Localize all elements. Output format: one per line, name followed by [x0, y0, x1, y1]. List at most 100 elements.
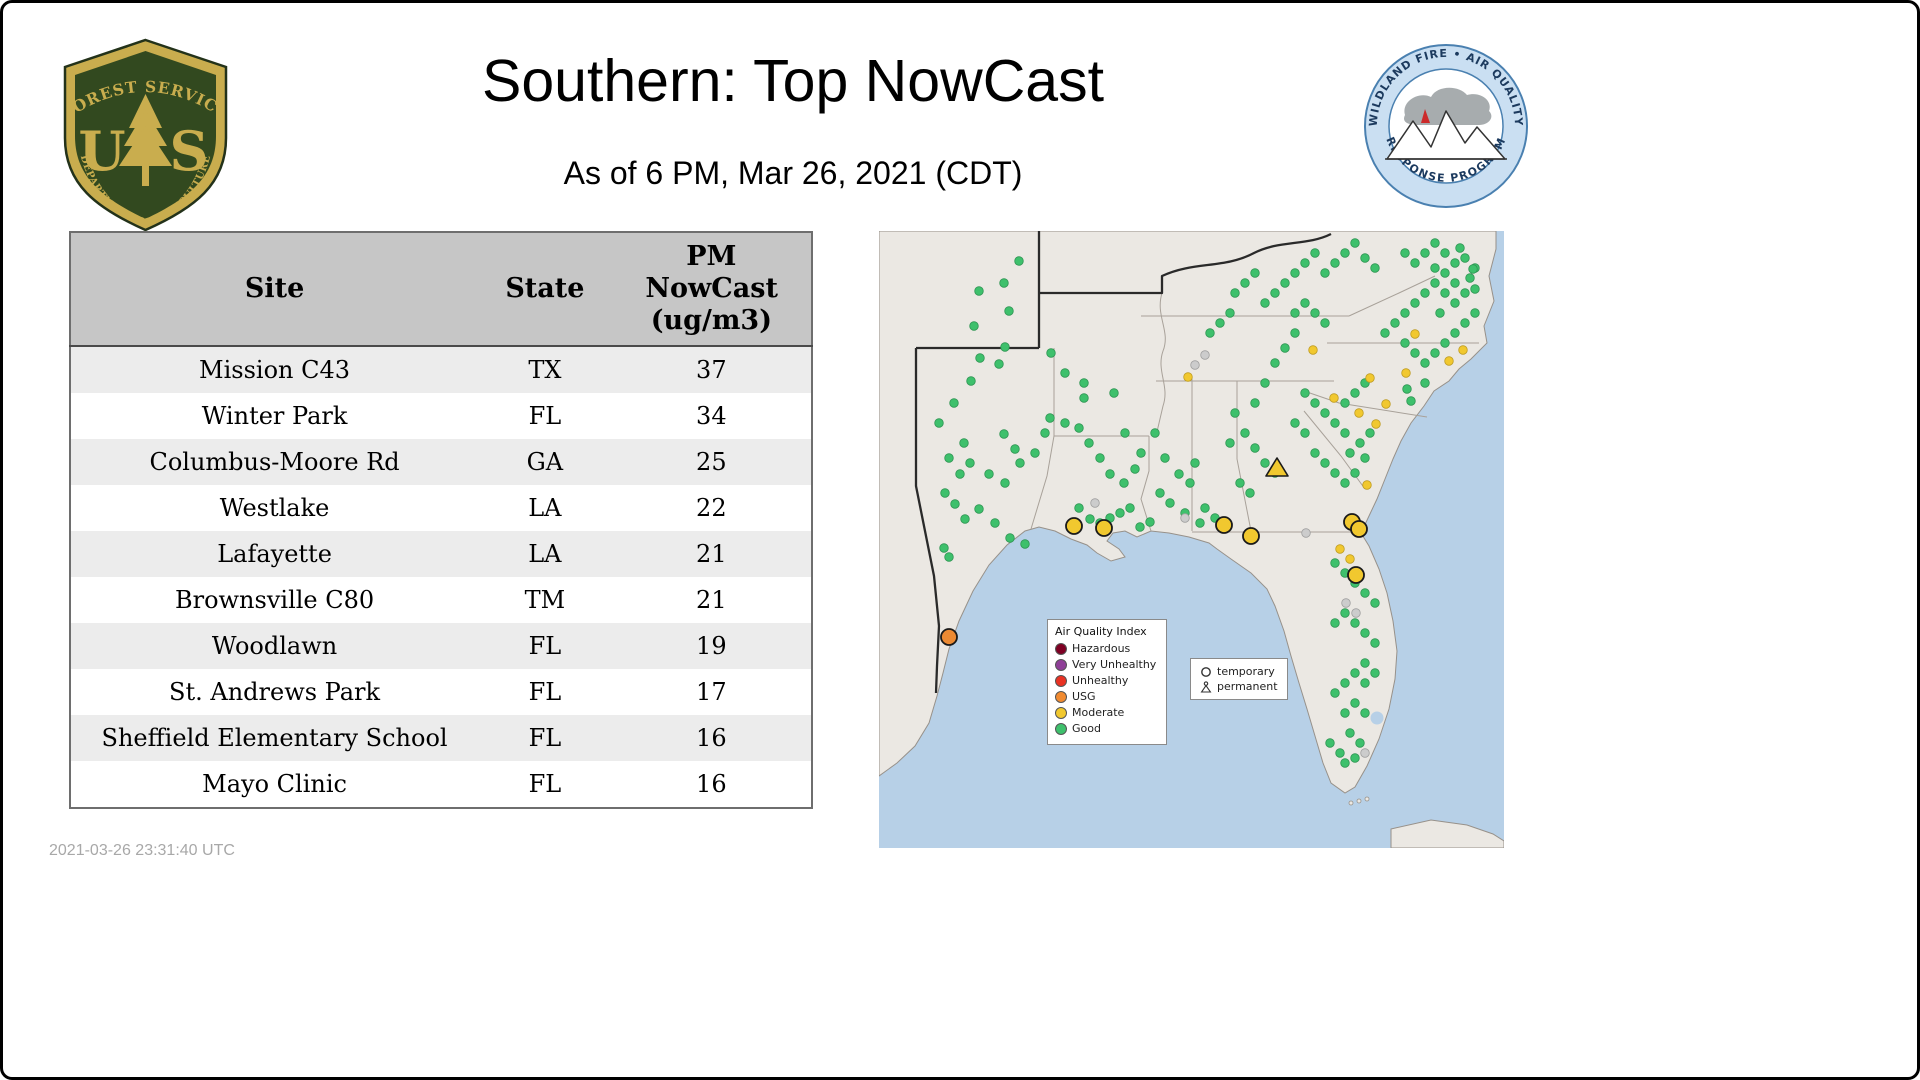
site-cell: Columbus-Moore Rd — [149, 447, 400, 476]
monitor-dot — [1410, 329, 1420, 339]
monitor-dot — [1354, 408, 1364, 418]
legend-color-dot — [1055, 674, 1067, 687]
monitor-dot — [944, 552, 954, 562]
site-cell: Sheffield Elementary School — [101, 723, 448, 752]
monitor-dot — [1470, 308, 1480, 318]
monitor-dot — [1205, 328, 1215, 338]
nowcast-cell: 22 — [696, 493, 727, 522]
monitor-dot — [1350, 238, 1360, 248]
monitor-dot — [1165, 498, 1175, 508]
monitor-dot — [1300, 258, 1310, 268]
monitor-dot — [1200, 350, 1210, 360]
table-row: Brownsville C80 TM 21 — [70, 576, 812, 623]
monitor-dot — [1468, 264, 1478, 274]
page-subtitle: As of 6 PM, Mar 26, 2021 (CDT) — [563, 155, 1023, 191]
monitor-dot — [1390, 318, 1400, 328]
table-row: St. Andrews Park FL 17 — [70, 668, 812, 715]
monitor-dot — [1371, 419, 1381, 429]
table-row: Mission C43 TX 37 — [70, 345, 812, 393]
monitor-dot — [1320, 408, 1330, 418]
monitor-dot — [1060, 418, 1070, 428]
monitor-dot — [1370, 668, 1380, 678]
legend-color-dot — [1055, 722, 1067, 735]
legend-color-dot — [1055, 658, 1067, 671]
monitor-dot — [1340, 248, 1350, 258]
nowcast-cell: 17 — [696, 677, 727, 706]
monitor-dot — [1105, 469, 1115, 479]
monitor-dot — [1109, 388, 1119, 398]
monitor-dot — [1460, 288, 1470, 298]
site-cell: Mayo Clinic — [202, 769, 347, 798]
monitor-dot — [1200, 503, 1210, 513]
monitor-dot — [1090, 498, 1100, 508]
monitor-dot — [1190, 458, 1200, 468]
legend-item: USG — [1055, 690, 1159, 703]
nowcast-cell: 37 — [696, 355, 727, 384]
monitor-dot — [1095, 453, 1105, 463]
monitor-dot — [950, 499, 960, 509]
monitor-dot — [1380, 328, 1390, 338]
legend-item: Good — [1055, 722, 1159, 735]
monitor-dot — [984, 469, 994, 479]
map-panel: Air Quality Index Hazardous Very Unhealth… — [879, 231, 1504, 848]
monitor-dot — [1300, 298, 1310, 308]
state-cell: FL — [528, 769, 562, 798]
monitor-dot — [1250, 443, 1260, 453]
monitor-dot — [1335, 544, 1345, 554]
monitor-dot — [1370, 263, 1380, 273]
table-body: Mission C43 TX 37 Winter Park FL 34 Columbus-M… — [70, 345, 812, 808]
monitor-dot — [1250, 398, 1260, 408]
monitor-dot — [1410, 348, 1420, 358]
monitor-dot — [1074, 423, 1084, 433]
monitor-dot — [999, 429, 1009, 439]
monitor-dot — [1004, 306, 1014, 316]
monitor-dot — [1450, 298, 1460, 308]
monitor-dot — [1440, 338, 1450, 348]
temporary-monitor-marker — [1347, 566, 1365, 584]
monitor-dot — [1370, 638, 1380, 648]
monitor-dot — [1190, 360, 1200, 370]
monitor-dot — [1355, 438, 1365, 448]
monitor-dot — [1340, 478, 1350, 488]
monitor-dot — [1320, 268, 1330, 278]
state-cell: GA — [526, 447, 564, 476]
monitor-dot — [1325, 738, 1335, 748]
monitor-dot — [940, 488, 950, 498]
monitor-dot — [1465, 273, 1475, 283]
aqi-legend-items: Hazardous Very Unhealthy Unhealthy USG Moder… — [1055, 642, 1159, 735]
state-cell: LA — [528, 539, 562, 568]
monitor-dot — [1430, 278, 1440, 288]
monitor-dot — [1330, 418, 1340, 428]
monitor-dot — [1290, 308, 1300, 318]
monitor-dot — [1270, 358, 1280, 368]
monitor-dot — [1260, 298, 1270, 308]
monitor-dot — [1360, 658, 1370, 668]
monitor-dot — [1455, 243, 1465, 253]
monitor-dot — [1341, 598, 1351, 608]
monitor-dot — [1079, 393, 1089, 403]
monitor-dot — [1360, 453, 1370, 463]
monitor-dot — [1460, 318, 1470, 328]
monitor-dot — [1444, 356, 1454, 366]
site-column-header: Site — [70, 232, 479, 347]
monitor-dot — [1350, 753, 1360, 763]
nowcast-cell: 21 — [696, 585, 727, 614]
monitor-dot — [1085, 514, 1095, 524]
monitor-dot — [1400, 308, 1410, 318]
monitor-dot — [974, 504, 984, 514]
monitor-dot — [955, 469, 965, 479]
monitor-dot — [1260, 458, 1270, 468]
monitor-dot — [1225, 438, 1235, 448]
monitor-dot — [1330, 258, 1340, 268]
usfs-letter-u: U — [78, 119, 125, 183]
state-cell: FL — [528, 677, 562, 706]
monitor-dot — [1020, 539, 1030, 549]
monitor-dot — [1125, 503, 1135, 513]
monitor-dot — [1245, 488, 1255, 498]
monitor-dot — [1420, 378, 1430, 388]
monitor-dot — [1145, 517, 1155, 527]
monitor-dot — [1329, 393, 1339, 403]
state-cell: FL — [528, 723, 562, 752]
monitor-dot — [1460, 253, 1470, 263]
legend-label: Hazardous — [1072, 642, 1131, 655]
